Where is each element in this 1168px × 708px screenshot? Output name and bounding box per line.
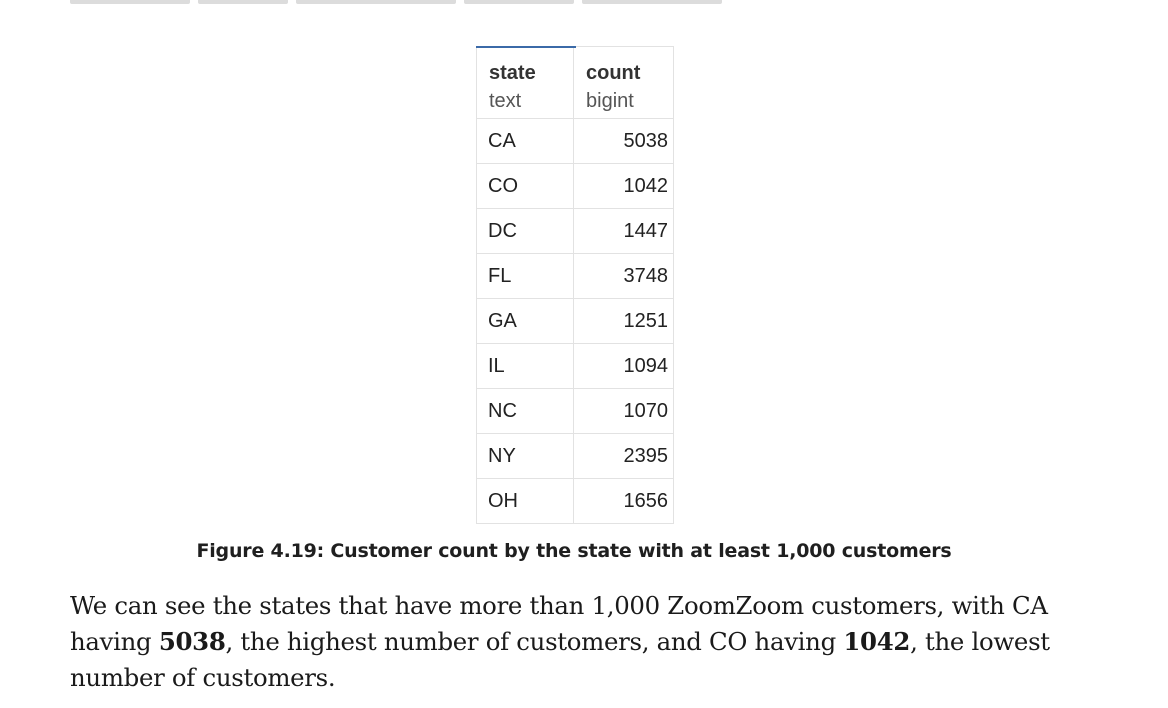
figure-caption: Figure 4.19: Customer count by the state… (196, 540, 952, 562)
cell-state: CA (476, 118, 574, 164)
paragraph-text: , the lowest number of customers. (70, 627, 1050, 692)
paragraph-bold-value: 1042 (843, 627, 911, 656)
cell-state: NC (476, 388, 574, 434)
table-row: NC 1070 (476, 388, 674, 434)
table-row: FL 3748 (476, 253, 674, 299)
table-row: GA 1251 (476, 298, 674, 344)
cropped-text-line (70, 0, 750, 6)
header-row: state text count bigint (476, 46, 674, 119)
table-row: IL 1094 (476, 343, 674, 389)
table-row: OH 1656 (476, 478, 674, 524)
column-type: bigint (586, 90, 634, 112)
cell-count: 1094 (573, 343, 674, 389)
column-name: state (489, 62, 536, 84)
column-type: text (489, 90, 522, 112)
column-header-state: state text (476, 46, 574, 119)
cell-state: GA (476, 298, 574, 344)
cell-count: 1042 (573, 163, 674, 209)
cell-state: FL (476, 253, 574, 299)
column-name: count (586, 62, 641, 84)
column-header-count: count bigint (573, 46, 674, 119)
table-row: NY 2395 (476, 433, 674, 479)
query-result-grid: state text count bigint CA 5038 CO 1042 DC 14… (476, 46, 674, 524)
cell-count: 1447 (573, 208, 674, 254)
cell-count: 1251 (573, 298, 674, 344)
table-row: CO 1042 (476, 163, 674, 209)
cell-count: 1070 (573, 388, 674, 434)
cell-count: 5038 (573, 118, 674, 164)
table-row: DC 1447 (476, 208, 674, 254)
cell-state: DC (476, 208, 574, 254)
result-table: state text count bigint CA 5038 CO 1042 DC 14… (476, 46, 674, 524)
paragraph-text: We can see the states that have more tha… (70, 591, 1048, 656)
column-accent-bar (476, 46, 576, 48)
table-row: CA 5038 (476, 118, 674, 164)
cell-count: 2395 (573, 433, 674, 479)
cell-state: OH (476, 478, 574, 524)
cell-state: NY (476, 433, 574, 479)
cell-count: 1656 (573, 478, 674, 524)
body-paragraph: We can see the states that have more tha… (70, 588, 1130, 696)
cell-state: CO (476, 163, 574, 209)
cell-count: 3748 (573, 253, 674, 299)
paragraph-bold-value: 5038 (158, 627, 226, 656)
paragraph-text: , the highest number of customers, and C… (225, 627, 844, 656)
cell-state: IL (476, 343, 574, 389)
